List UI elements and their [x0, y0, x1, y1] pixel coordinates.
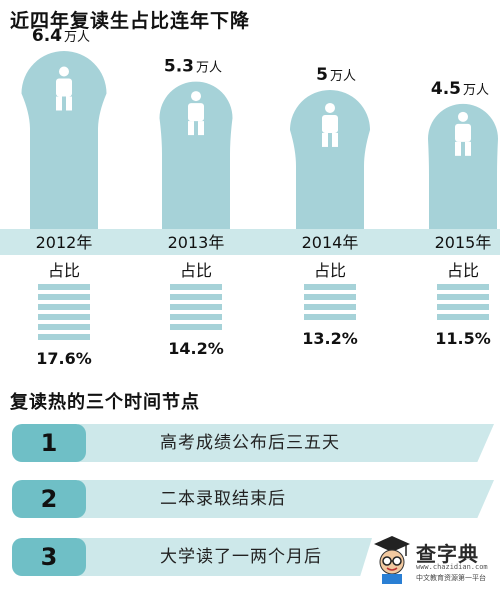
- person-icon: [455, 111, 471, 156]
- share-label: 占比: [180, 261, 212, 280]
- share-stripe: [437, 314, 489, 320]
- chart-title: 近四年复读生占比连年下降: [10, 10, 251, 32]
- person-icon: [322, 102, 338, 147]
- timeline-step-bar: [78, 424, 494, 462]
- population-value-label: 5: [316, 65, 328, 85]
- share-stripe: [437, 304, 489, 310]
- timeline-step-bar: [78, 480, 494, 518]
- timeline-step-text: 高考成绩公布后三五天: [160, 433, 340, 453]
- share-stripe: [38, 294, 90, 300]
- year-label: 2012年: [36, 233, 93, 252]
- person-leg: [188, 121, 194, 136]
- person-body: [56, 78, 72, 97]
- share-value-label: 11.5%: [435, 329, 491, 348]
- site-logo: 查字典 www.chazidian.com 中文教育资源第一平台: [370, 532, 496, 588]
- year-label: 2014年: [302, 233, 359, 252]
- person-leg: [455, 141, 461, 156]
- share-stripe: [170, 284, 222, 290]
- unit-label: 万人: [463, 83, 489, 98]
- population-bar: [159, 81, 233, 229]
- share-stripe: [38, 324, 90, 330]
- graduate-mascot-icon: [374, 536, 410, 584]
- population-bar: [290, 89, 370, 230]
- share-stripe: [304, 294, 356, 300]
- share-stripe: [437, 284, 489, 290]
- population-bar: [428, 103, 498, 229]
- share-label: 占比: [48, 261, 80, 280]
- timeline-step-number: 2: [12, 480, 86, 518]
- person-leg: [198, 121, 204, 136]
- share-label: 占比: [314, 261, 346, 280]
- timeline-step-bar: [78, 538, 372, 576]
- year-label: 2015年: [435, 233, 492, 252]
- timeline-step-1: 1 高考成绩公布后三五天: [12, 424, 494, 462]
- timeline-step-text: 二本录取结束后: [160, 489, 286, 509]
- person-leg: [56, 96, 62, 111]
- logo-slogan: 中文教育资源第一平台: [416, 574, 486, 582]
- person-body: [322, 114, 338, 133]
- population-value-label: 5.3: [164, 57, 194, 77]
- person-leg: [332, 132, 338, 147]
- logo-name: 查字典: [416, 542, 479, 566]
- person-leg: [465, 141, 471, 156]
- share-label: 占比: [447, 261, 479, 280]
- person-head: [59, 66, 69, 77]
- person-body: [455, 123, 471, 142]
- timeline-step-2: 2 二本录取结束后: [12, 480, 494, 518]
- share-value-label: 14.2%: [168, 339, 224, 358]
- share-stripe: [38, 334, 90, 340]
- population-value-label: 4.5: [431, 79, 461, 99]
- person-body: [188, 103, 204, 122]
- logo-url: www.chazidian.com: [416, 563, 488, 571]
- timeline-step-number: 1: [12, 424, 86, 462]
- population-bar: [21, 51, 107, 230]
- share-stripe: [38, 314, 90, 320]
- unit-label: 万人: [64, 30, 90, 45]
- unit-label: 万人: [330, 69, 356, 84]
- timeline-step-text: 大学读了一两个月后: [160, 547, 322, 567]
- person-leg: [322, 132, 328, 147]
- person-head: [191, 91, 201, 102]
- share-stripe: [304, 304, 356, 310]
- share-stripe: [437, 294, 489, 300]
- share-stripe: [38, 304, 90, 310]
- year-label: 2013年: [168, 233, 225, 252]
- person-icon: [56, 66, 72, 111]
- unit-label: 万人: [196, 61, 222, 76]
- population-value-label: 6.4: [32, 26, 62, 46]
- person-icon: [188, 91, 204, 136]
- share-stripe: [170, 324, 222, 330]
- person-head: [325, 102, 335, 113]
- share-value-label: 17.6%: [36, 349, 92, 368]
- timeline-step-number: 3: [12, 538, 86, 576]
- share-stripe: [304, 284, 356, 290]
- share-stripe: [170, 294, 222, 300]
- share-stripe: [304, 314, 356, 320]
- share-value-label: 13.2%: [302, 329, 358, 348]
- share-stripe: [170, 314, 222, 320]
- person-leg: [66, 96, 72, 111]
- timeline-title: 复读热的三个时间节点: [10, 392, 200, 413]
- timeline-step-3: 3 大学读了一两个月后: [12, 538, 372, 576]
- person-head: [458, 111, 468, 122]
- share-stripe: [38, 284, 90, 290]
- year-band: [0, 229, 500, 255]
- share-stripe: [170, 304, 222, 310]
